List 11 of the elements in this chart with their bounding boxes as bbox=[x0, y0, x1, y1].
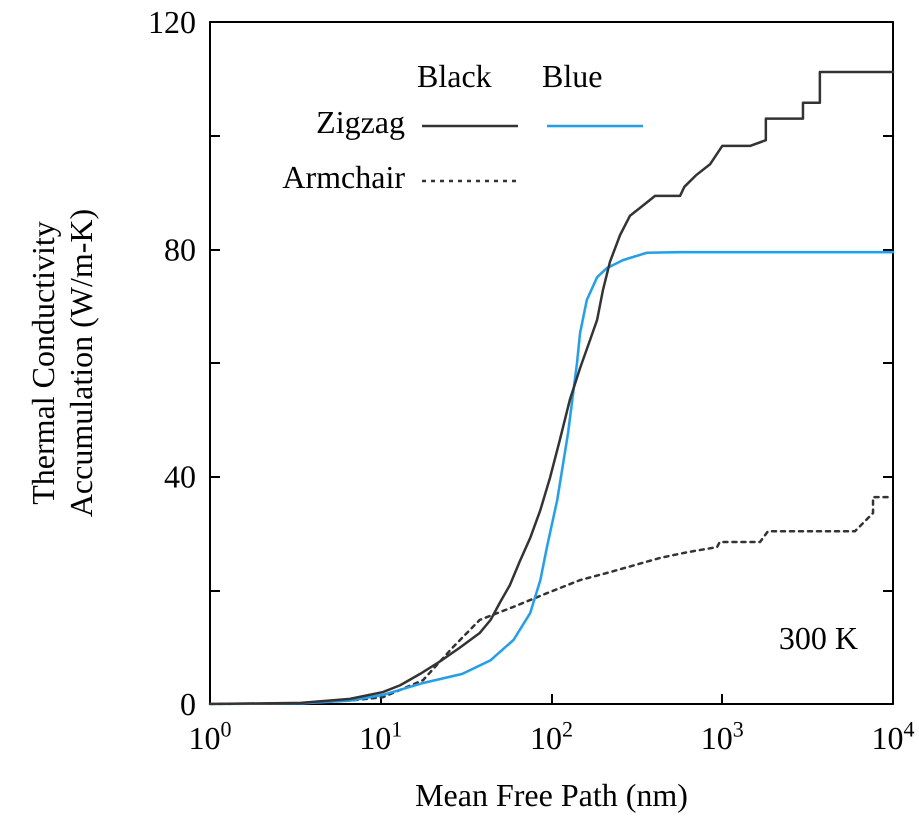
x-axis-title: Mean Free Path (nm) bbox=[415, 777, 688, 813]
y-tick-label: 40 bbox=[164, 458, 196, 495]
annotation: Black bbox=[417, 58, 492, 94]
annotation: Blue bbox=[542, 58, 602, 94]
y-axis-title: Thermal Conductivity Accumulation (W/m-K) bbox=[25, 208, 99, 518]
y-tick-label: 120 bbox=[148, 4, 196, 40]
legend-label: Zigzag bbox=[316, 104, 405, 140]
y-tick-label: 80 bbox=[164, 231, 196, 268]
y-tick-label: 0 bbox=[180, 686, 196, 722]
legend-label: Armchair bbox=[282, 159, 406, 195]
annotation: 300 K bbox=[778, 620, 858, 656]
